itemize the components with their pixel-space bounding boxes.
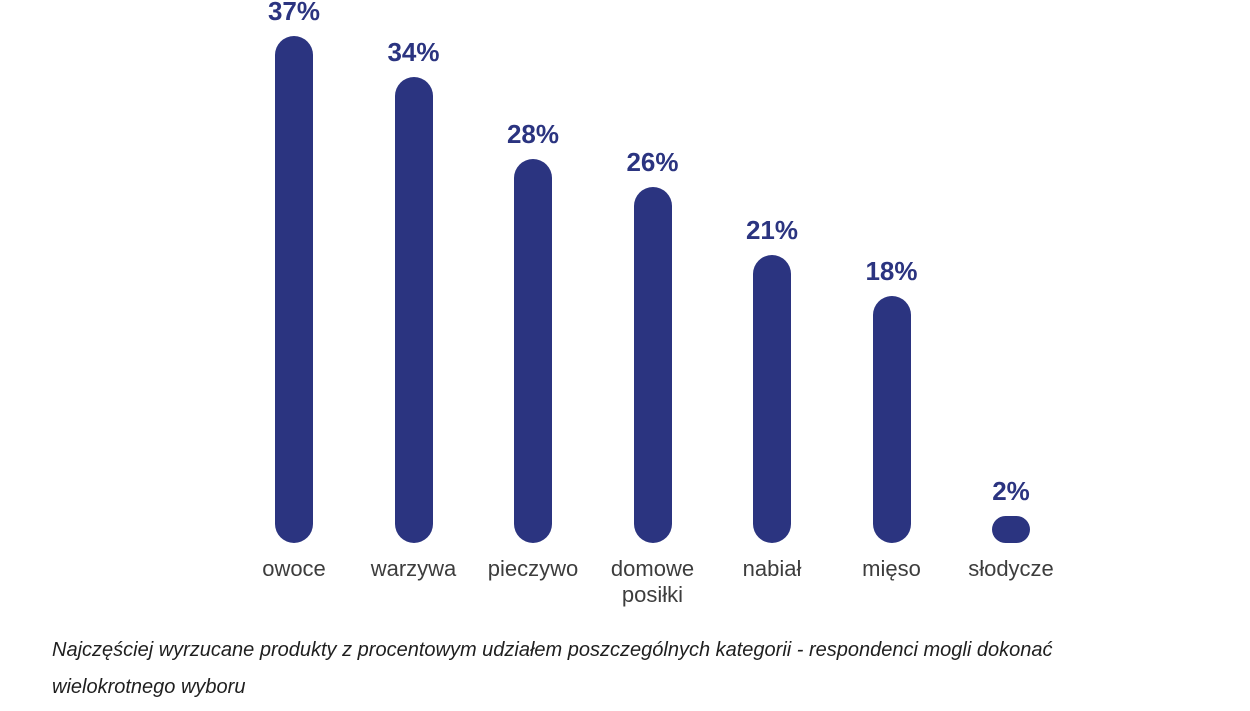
category-label: nabiał (742, 556, 802, 581)
bar-domowe posiłki (633, 186, 672, 543)
value-label: 37% (267, 0, 321, 27)
bar-pieczywo (514, 159, 552, 543)
value-label: 28% (506, 119, 560, 150)
category-label: warzywa (370, 556, 457, 581)
bar-mięso (872, 296, 911, 543)
category-label: słodycze (968, 556, 1054, 581)
category-label: owoce (262, 556, 326, 581)
value-label: 26% (626, 146, 679, 177)
bar-warzywa (394, 77, 433, 543)
bar-nabiał (753, 255, 791, 543)
bar-owoce (275, 36, 313, 543)
value-label: 34% (387, 37, 440, 68)
bar-słodycze (992, 515, 1030, 543)
value-label: 18% (865, 256, 918, 287)
category-label: domowe posiłki (610, 556, 695, 607)
category-label: mięso (862, 556, 921, 581)
category-label: pieczywo (487, 556, 579, 581)
figure-caption-line2: wielokrotnego wyboru (52, 676, 246, 698)
figure-caption: Najczęściej wyrzucane produkty z procent… (52, 632, 1212, 706)
figure-caption-line1: Najczęściej wyrzucane produkty z procent… (52, 639, 1053, 661)
value-label: 2% (992, 475, 1030, 506)
value-label: 21% (745, 215, 799, 246)
plot-area: 37% owoce 34% warzywa 28% pieczywo 26% domowe p… (262, 0, 1054, 607)
